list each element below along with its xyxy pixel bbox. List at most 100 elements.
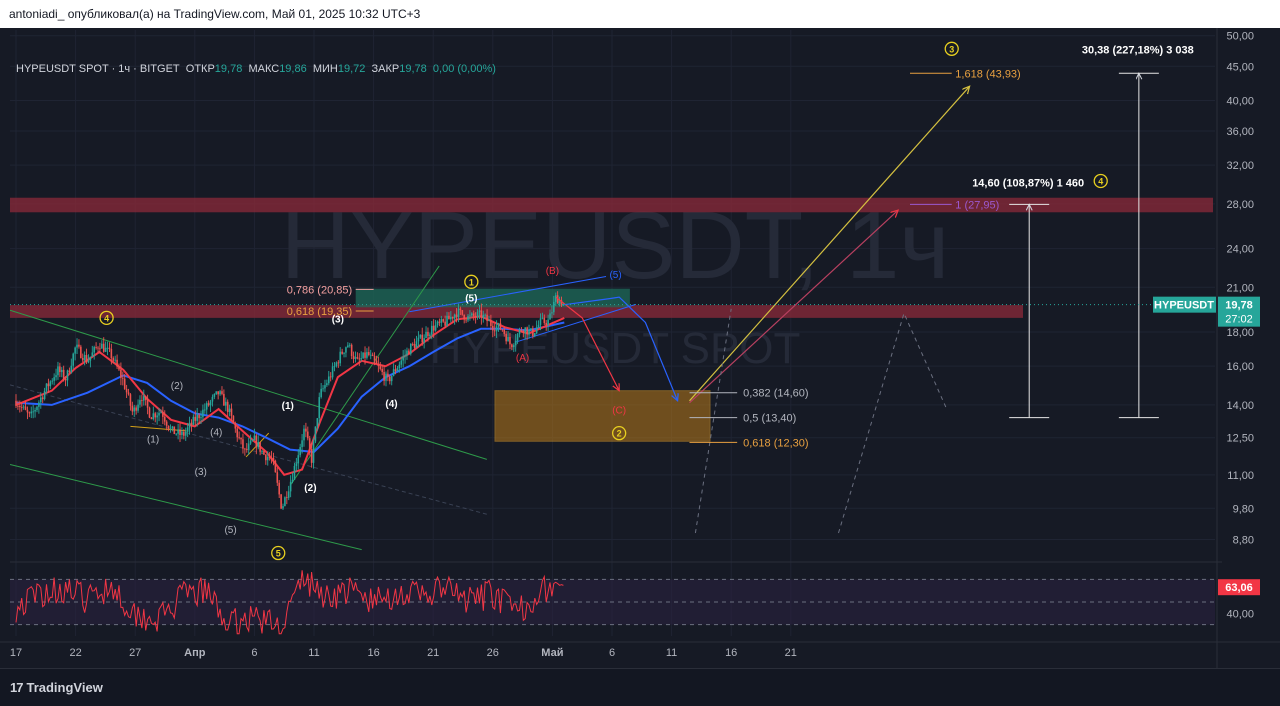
candle-body <box>423 338 425 343</box>
candle-body <box>265 454 267 461</box>
candle-body <box>179 429 181 435</box>
candle-body <box>49 381 52 387</box>
high-value: 19,86 <box>279 63 307 75</box>
candle-body <box>236 428 239 438</box>
fib-label: 1,618 (43,93) <box>955 68 1020 80</box>
candle-body <box>102 343 105 352</box>
candle-body <box>146 399 149 408</box>
candle-body <box>360 358 363 360</box>
candle-body <box>228 408 231 413</box>
candle-body <box>417 337 420 342</box>
candle-body <box>251 440 254 442</box>
candle-body <box>57 366 59 376</box>
downtrend-channel-upper <box>9 309 487 460</box>
candle-body <box>436 321 439 326</box>
candle-body <box>99 348 101 350</box>
green-box <box>355 288 630 308</box>
candle-body <box>76 344 78 348</box>
candle-body <box>108 347 111 349</box>
candle-body <box>308 438 311 450</box>
candle-body <box>122 377 124 379</box>
candle-body <box>511 344 513 348</box>
publisher-line: antoniadi_ опубликовал(а) на TradingView… <box>9 7 421 21</box>
candle-body <box>375 360 378 364</box>
candle-body <box>282 506 284 509</box>
open-value: 19,78 <box>214 63 243 75</box>
candle-body <box>26 409 29 413</box>
candle-body <box>392 369 395 376</box>
candle-body <box>60 369 63 373</box>
candle-body <box>324 385 326 389</box>
candle-body <box>253 435 256 441</box>
candle-body <box>358 358 361 360</box>
wave-label: (B) <box>546 266 559 277</box>
circle-label: 2 <box>617 429 622 439</box>
candle-body <box>64 379 67 381</box>
candle-body <box>36 406 38 411</box>
candle-body <box>238 437 240 439</box>
time-tick-label: 16 <box>725 647 737 659</box>
fib-label: 0,786 (20,85) <box>287 284 352 296</box>
candle-body <box>93 347 95 353</box>
candle-body <box>89 356 92 361</box>
candle-body <box>116 359 118 367</box>
high-label: МАКС <box>248 63 280 75</box>
candle-body <box>152 413 155 420</box>
candle-body <box>512 345 515 348</box>
candle-body <box>528 329 530 335</box>
candle-body <box>192 416 195 425</box>
time-tick-label: 11 <box>308 647 319 659</box>
circle-label: 4 <box>1098 176 1103 186</box>
candle-body <box>259 442 261 452</box>
candle-body <box>255 435 258 448</box>
candle-body <box>535 327 538 334</box>
tradingview-logo[interactable]: 17 TradingView <box>10 680 103 695</box>
candle-body <box>425 331 427 339</box>
candle-body <box>39 397 42 403</box>
candle-body <box>131 405 134 412</box>
candle-body <box>322 388 324 390</box>
candle-body <box>234 423 237 429</box>
candle-body <box>263 450 265 455</box>
candle-body <box>81 358 84 361</box>
price-tick-label: 40,00 <box>1226 95 1254 107</box>
candle-body <box>556 295 559 304</box>
candle-body <box>213 394 216 397</box>
wedge-upper <box>409 275 607 313</box>
candle-body <box>158 412 160 416</box>
candle-body <box>348 344 351 346</box>
close-value: 19,78 <box>399 63 427 75</box>
time-tick-label: 21 <box>427 647 439 659</box>
candle-body <box>320 388 322 398</box>
candle-body <box>299 447 301 456</box>
wave-label: (4) <box>385 399 397 410</box>
candle-body <box>509 336 511 345</box>
candle-body <box>364 352 366 358</box>
candle-body <box>551 312 553 314</box>
fib-label: 0,618 (12,30) <box>743 437 808 449</box>
candle-body <box>167 425 170 430</box>
wave-3-arrow <box>689 86 970 402</box>
candle-body <box>106 347 109 349</box>
fib-label: 1 (27,95) <box>955 199 999 211</box>
candle-body <box>461 310 464 315</box>
chart-canvas[interactable]: HYPEUSDT, 1ч HYPEUSDT SPOT 0,786 (20,85)… <box>0 28 1280 668</box>
candle-body <box>518 329 521 335</box>
price-tick-label: 32,00 <box>1226 160 1254 172</box>
publisher-bar: antoniadi_ опубликовал(а) на TradingView… <box>0 0 1280 29</box>
candle-body <box>137 404 139 411</box>
candle-body <box>200 417 202 419</box>
candle-body <box>198 414 200 419</box>
circle-label-ring <box>612 425 627 441</box>
rsi-tag-bg <box>1218 579 1260 596</box>
candle-body <box>244 448 246 450</box>
chart-area[interactable]: HYPEUSDT, 1ч HYPEUSDT SPOT 0,786 (20,85)… <box>0 28 1280 668</box>
candle-body <box>312 441 315 463</box>
candle-body <box>455 314 458 318</box>
candle-body <box>91 352 94 357</box>
price-tick-label: 9,80 <box>1233 503 1254 515</box>
candle-body <box>240 437 242 440</box>
candle-body <box>495 326 498 332</box>
candle-body <box>396 368 399 372</box>
circle-label-ring <box>464 274 479 289</box>
